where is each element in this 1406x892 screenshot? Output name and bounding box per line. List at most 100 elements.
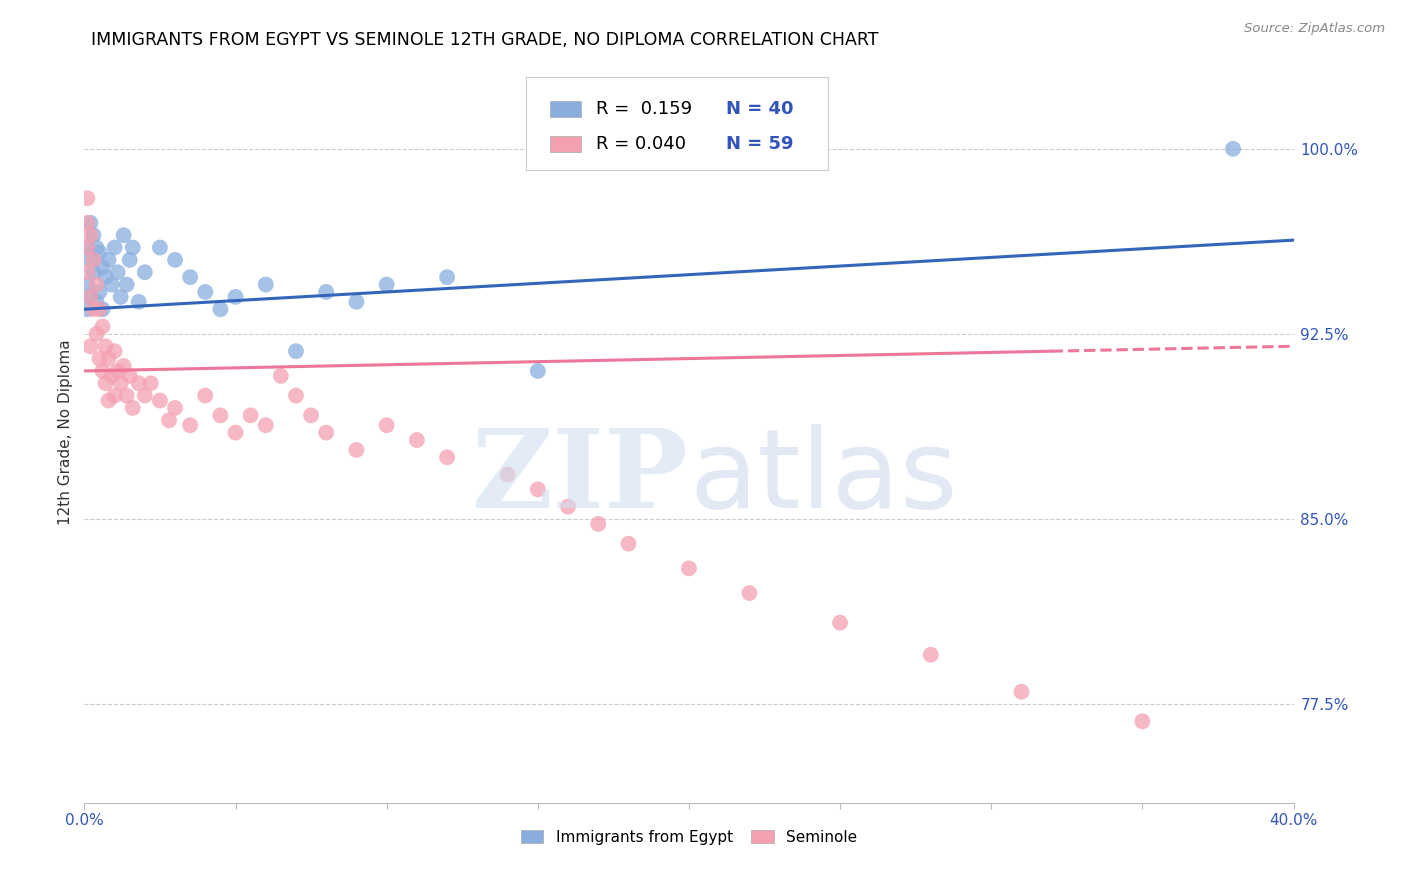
Point <box>315 425 337 440</box>
Point <box>527 483 550 497</box>
Point <box>79 228 101 243</box>
Y-axis label: 12th Grade, No Diploma: 12th Grade, No Diploma <box>58 340 73 525</box>
Point <box>94 270 117 285</box>
Point <box>239 409 262 423</box>
Point <box>128 294 150 309</box>
Point <box>375 277 398 292</box>
Point <box>86 240 108 254</box>
Point <box>1011 684 1033 698</box>
Bar <box>550 136 581 152</box>
Point <box>89 285 111 299</box>
Point <box>121 401 143 415</box>
Point <box>79 216 101 230</box>
Point <box>76 240 98 254</box>
Point <box>194 388 217 402</box>
Point <box>165 401 187 415</box>
Point <box>97 252 120 267</box>
Point <box>165 252 187 267</box>
Point <box>97 393 120 408</box>
Point <box>89 302 111 317</box>
Point <box>285 344 308 359</box>
Point <box>617 536 640 550</box>
Point <box>1130 714 1153 729</box>
Point <box>115 388 138 402</box>
Point <box>588 516 610 531</box>
Point <box>134 265 156 279</box>
Point <box>157 413 180 427</box>
Point <box>104 388 127 402</box>
Point <box>299 409 322 423</box>
Point <box>107 265 129 279</box>
Point <box>86 277 108 292</box>
Point <box>179 270 201 285</box>
Point <box>285 388 308 402</box>
Point <box>76 240 98 254</box>
Point <box>91 302 114 317</box>
Point <box>86 294 108 309</box>
Text: N = 40: N = 40 <box>727 100 794 118</box>
Point <box>375 418 398 433</box>
Point <box>82 265 104 279</box>
Point <box>496 467 519 482</box>
Text: ZIP: ZIP <box>472 424 689 531</box>
Text: Source: ZipAtlas.com: Source: ZipAtlas.com <box>1244 22 1385 36</box>
Point <box>107 364 129 378</box>
Point <box>346 442 368 457</box>
Point <box>112 359 135 373</box>
Point <box>112 228 135 243</box>
Point <box>118 252 141 267</box>
Point <box>94 339 117 353</box>
Point <box>527 364 550 378</box>
Point <box>830 615 852 630</box>
Point <box>557 500 579 514</box>
Point <box>118 368 141 383</box>
Point <box>121 240 143 254</box>
Point <box>82 228 104 243</box>
Point <box>79 339 101 353</box>
Point <box>82 252 104 267</box>
Point <box>225 425 247 440</box>
Point <box>76 302 98 317</box>
Point <box>91 260 114 275</box>
Text: atlas: atlas <box>689 424 957 531</box>
Point <box>149 240 172 254</box>
Point <box>104 240 127 254</box>
Point <box>225 290 247 304</box>
Point <box>179 418 201 433</box>
Point <box>346 294 368 309</box>
Point <box>89 245 111 260</box>
Point <box>76 216 98 230</box>
Text: IMMIGRANTS FROM EGYPT VS SEMINOLE 12TH GRADE, NO DIPLOMA CORRELATION CHART: IMMIGRANTS FROM EGYPT VS SEMINOLE 12TH G… <box>91 31 879 49</box>
Point <box>110 376 132 391</box>
Point <box>91 319 114 334</box>
Point <box>94 376 117 391</box>
Point <box>76 277 98 292</box>
Point <box>79 290 101 304</box>
Point <box>89 351 111 366</box>
Point <box>149 393 172 408</box>
Point <box>104 344 127 359</box>
Point <box>86 326 108 341</box>
Point <box>115 277 138 292</box>
Point <box>76 191 98 205</box>
Text: N = 59: N = 59 <box>727 135 794 153</box>
Point <box>139 376 162 391</box>
Point <box>79 290 101 304</box>
Point <box>1222 142 1244 156</box>
Point <box>436 450 458 465</box>
Point <box>134 388 156 402</box>
Text: R = 0.040: R = 0.040 <box>596 135 686 153</box>
Point <box>194 285 217 299</box>
Point <box>91 364 114 378</box>
Point <box>920 648 942 662</box>
Point <box>678 561 700 575</box>
Point <box>270 368 292 383</box>
Point <box>254 277 277 292</box>
Legend: Immigrants from Egypt, Seminole: Immigrants from Egypt, Seminole <box>515 823 863 851</box>
Point <box>209 302 232 317</box>
Point <box>79 252 101 267</box>
Point <box>406 433 429 447</box>
Point <box>436 270 458 285</box>
Point <box>738 586 761 600</box>
Point <box>315 285 337 299</box>
